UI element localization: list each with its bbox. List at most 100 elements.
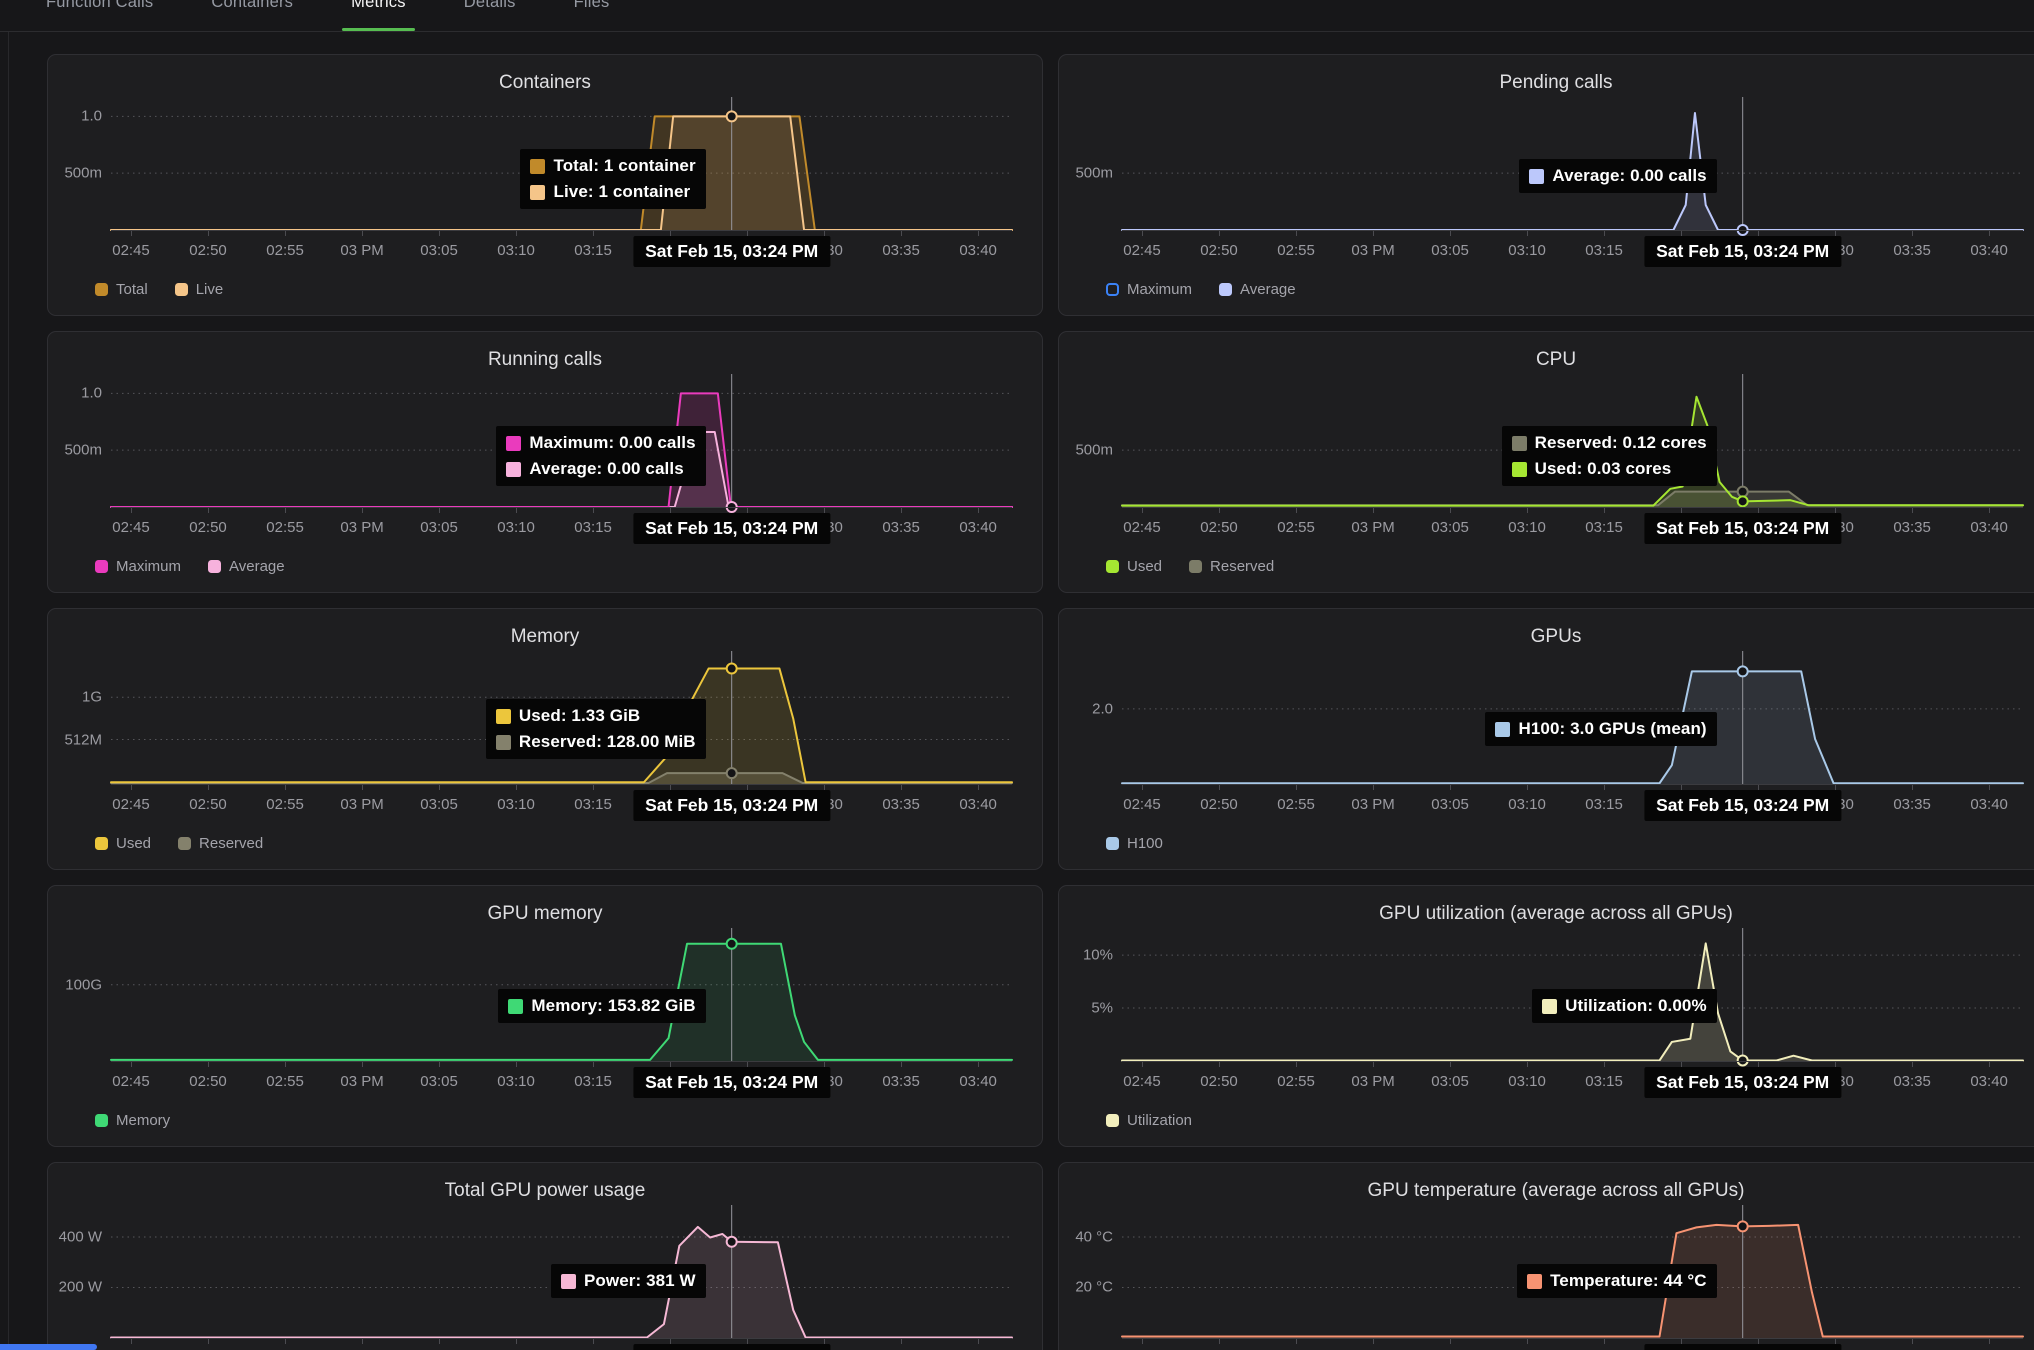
x-axis-tick (1912, 1062, 1914, 1067)
legend-swatch (174, 283, 188, 296)
x-axis-tick (1219, 785, 1221, 790)
plot-svg (110, 1205, 1013, 1339)
series-fill-temperature (1122, 1224, 2023, 1338)
plot-area-pending-calls[interactable]: 500m 02:45 02:50 02:55 03 PM 03:05 03:10 03:15 0… (1075, 97, 2024, 267)
x-axis-tick (1450, 508, 1452, 513)
plot-svg (110, 651, 1013, 784)
cursor-marker (725, 767, 738, 780)
horizontal-scrollbar-thumb[interactable] (0, 1344, 97, 1350)
tab-containers[interactable]: Containers (211, 0, 293, 31)
tooltip-text: Live: 1 container (553, 182, 691, 201)
x-axis-tick (208, 1339, 210, 1344)
y-axis-label: 10% (1082, 946, 1113, 964)
x-axis-line (111, 1061, 1012, 1062)
time-tooltip: Sat Feb 15, 03:24 PM (1644, 1067, 1842, 1098)
time-tooltip: Sat Feb 15, 03:24 PM (633, 236, 831, 267)
x-axis-tick (362, 231, 364, 236)
x-axis-label: 02:45 (1123, 1073, 1161, 1090)
legend-label: Live (195, 281, 224, 298)
x-axis-line (111, 784, 1012, 785)
x-axis-tick (1142, 1062, 1144, 1067)
x-axis-label: 02:50 (189, 1073, 227, 1090)
x-axis-label: 03 PM (340, 1073, 384, 1090)
legend-item-average[interactable]: Average (208, 558, 285, 575)
x-axis-tick (285, 1062, 287, 1067)
legend-item-average[interactable]: Average (1219, 281, 1296, 298)
x-axis-label: 02:45 (1123, 519, 1161, 536)
tab-function-calls[interactable]: Function Calls (46, 0, 153, 31)
x-axis-label: 03:10 (497, 796, 535, 813)
legend-item-used[interactable]: Used (1106, 558, 1162, 575)
series-fill-power (111, 1226, 1012, 1338)
series-line-memory (110, 942, 1013, 1061)
legend-item-memory[interactable]: Memory (95, 1112, 170, 1129)
legend-item-maximum[interactable]: Maximum (1106, 281, 1192, 298)
plot-area-gpu-utilization[interactable]: 10% 5% 02:45 02:50 02:55 03 PM 03:05 03:10 03:15… (1083, 928, 2024, 1098)
cursor-marker (1736, 495, 1749, 508)
tooltip-row: Live: 1 container (530, 182, 695, 202)
x-axis-tick (901, 508, 903, 513)
legend-swatch (178, 837, 192, 850)
x-axis-tick (901, 231, 903, 236)
active-tab-underline (342, 27, 415, 31)
x-axis-tick (747, 508, 749, 513)
time-tooltip: Sat Feb 15, 03:24 PM (1644, 790, 1842, 821)
x-axis-tick (1142, 1339, 1144, 1344)
legend-label: Average (1240, 281, 1296, 298)
legend-item-reserved[interactable]: Reserved (178, 835, 263, 852)
x-axis-tick (131, 1062, 133, 1067)
tab-details[interactable]: Details (464, 0, 516, 31)
x-axis-label: 02:55 (1277, 796, 1315, 813)
x-axis-line (1122, 1338, 2023, 1339)
chart-panel-cpu: CPU 500m 02:45 02:50 02:55 03 PM 03:05 03:10 03:… (1058, 331, 2034, 593)
tooltip-text: Total: 1 container (553, 156, 696, 175)
x-axis-label: 03:15 (574, 519, 612, 536)
x-axis-tick (670, 785, 672, 790)
legend-label: Memory (116, 1112, 171, 1129)
series-fill-live (111, 116, 1012, 230)
legend-label: H100 (1127, 835, 1163, 852)
tooltip-row: Average: 0.00 calls (506, 459, 695, 479)
x-axis-tick (1527, 1339, 1529, 1344)
legend-item-live[interactable]: Live (174, 281, 224, 298)
legend-item-utilization[interactable]: Utilization (1106, 1112, 1192, 1129)
cursor-marker (725, 1235, 738, 1248)
x-axis-line (1122, 230, 2023, 231)
x-axis-tick (1219, 1062, 1221, 1067)
legend-item-reserved[interactable]: Reserved (1189, 558, 1274, 575)
x-axis-tick (1604, 231, 1606, 236)
tab-metrics[interactable]: Metrics (342, 0, 415, 31)
x-axis-label: 02:45 (112, 519, 150, 536)
plot-svg (1121, 651, 2024, 785)
x-axis-label: 03:05 (420, 519, 458, 536)
x-axis-label: 03:10 (497, 1073, 535, 1090)
plot-area-running-calls[interactable]: 1.0 500m 02:45 02:50 02:55 03 PM 03:05 03:10 03:… (64, 374, 1013, 544)
legend-label: Used (116, 835, 152, 852)
plot-area-containers[interactable]: 1.0 500m 02:45 02:50 02:55 03 PM 03:05 03:10 03:… (64, 97, 1013, 267)
x-axis-tick (439, 1339, 441, 1344)
chart-panel-gpu-memory: GPU memory 100G 02:45 02:50 02:55 03 PM 03:05 0… (47, 885, 1043, 1147)
x-axis-tick (131, 508, 133, 513)
plot-area-cpu[interactable]: 500m 02:45 02:50 02:55 03 PM 03:05 03:10 03:15 0… (1075, 374, 2024, 544)
legend-item-h100[interactable]: H100 (1106, 835, 1163, 852)
x-axis-tick (593, 785, 595, 790)
series-fill-memory (111, 943, 1012, 1061)
chart-title-gpu-power: Total GPU power usage (444, 1180, 646, 1201)
tab-files[interactable]: Files (574, 0, 610, 31)
x-axis-label: 03:35 (882, 519, 920, 536)
x-axis-tick (362, 1062, 364, 1067)
chart-panel-pending-calls: Pending calls 500m 02:45 02:50 02:55 03 PM 03:… (1058, 54, 2034, 316)
x-axis-tick (747, 785, 749, 790)
plot-area-memory[interactable]: 1G 512M 02:45 02:50 02:55 03 PM 03:05 03:10 03:1… (64, 651, 1013, 821)
legend-item-total[interactable]: Total (95, 281, 148, 298)
legend-item-used[interactable]: Used (95, 835, 151, 852)
tooltip-swatch (1529, 168, 1545, 184)
plot-area-gpu-memory[interactable]: 100G 02:45 02:50 02:55 03 PM 03:05 03:10 03:15 0… (65, 928, 1013, 1098)
x-axis-tick (1373, 231, 1375, 236)
x-axis-tick (516, 785, 518, 790)
y-axis-label: 5% (1091, 999, 1113, 1017)
plot-area-gpus[interactable]: 2.0 02:45 02:50 02:55 03 PM 03:05 03:10 03:15 03… (1092, 651, 2024, 821)
legend-item-maximum[interactable]: Maximum (95, 558, 181, 575)
